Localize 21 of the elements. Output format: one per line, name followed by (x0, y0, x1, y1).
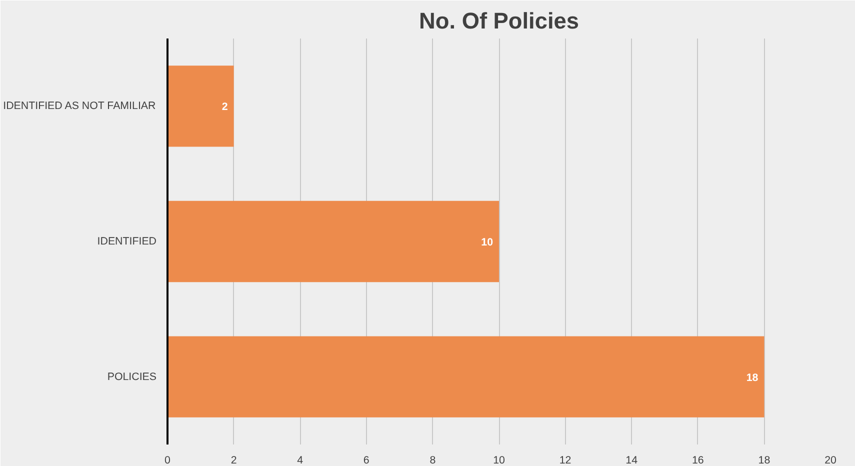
x-tick-label: 6 (363, 454, 370, 466)
x-tick-label: 0 (164, 454, 171, 466)
x-tick-label: 2 (230, 454, 237, 466)
x-tick-label: 14 (626, 454, 638, 466)
y-tick-label: IDENTIFIED AS NOT FAMILIAR (3, 100, 156, 112)
x-tick-label: 4 (297, 454, 304, 466)
bar (168, 200, 499, 282)
chart-title: No. Of Policies (419, 8, 579, 34)
bar (168, 66, 234, 147)
y-tick-label: IDENTIFIED (97, 236, 157, 248)
x-tick-label: 18 (758, 454, 770, 466)
x-tick-label: 10 (493, 454, 505, 466)
data-label: 18 (746, 372, 758, 384)
data-label: 10 (481, 236, 494, 248)
x-tick-label: 20 (824, 454, 836, 466)
x-tick-label: 8 (430, 454, 436, 466)
x-tick-label: 16 (692, 454, 704, 466)
data-label: 2 (222, 101, 228, 114)
bar (168, 336, 764, 418)
y-tick-label: POLICIES (107, 370, 156, 383)
x-tick-label: 12 (559, 454, 572, 466)
